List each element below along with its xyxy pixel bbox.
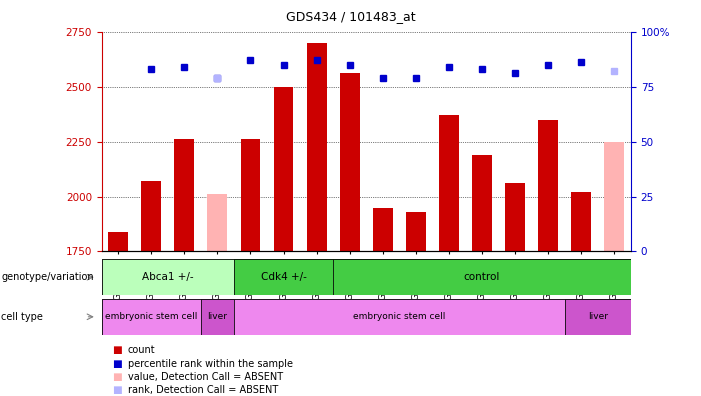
Bar	[439, 115, 459, 251]
Text: genotype/variation: genotype/variation	[1, 272, 94, 282]
Bar	[333, 259, 631, 295]
Text: value, Detection Call = ABSENT: value, Detection Call = ABSENT	[128, 371, 283, 382]
Text: GDS434 / 101483_at: GDS434 / 101483_at	[286, 10, 415, 23]
Text: liver: liver	[207, 312, 227, 321]
Bar	[234, 299, 565, 335]
Bar	[406, 212, 426, 251]
Bar	[505, 183, 525, 251]
Bar	[175, 139, 194, 251]
Text: liver: liver	[588, 312, 608, 321]
Bar	[102, 299, 201, 335]
Bar	[373, 208, 393, 251]
Bar	[108, 232, 128, 251]
Text: control: control	[464, 272, 501, 282]
Bar	[102, 259, 234, 295]
Text: embryonic stem cell: embryonic stem cell	[105, 312, 198, 321]
Text: percentile rank within the sample: percentile rank within the sample	[128, 358, 292, 369]
Bar	[565, 299, 631, 335]
Bar	[340, 73, 360, 251]
Bar	[207, 194, 227, 251]
Bar	[472, 155, 492, 251]
Text: ■: ■	[112, 358, 122, 369]
Text: ■: ■	[112, 371, 122, 382]
Text: ■: ■	[112, 345, 122, 356]
Bar	[538, 120, 558, 251]
Bar	[201, 299, 234, 335]
Bar	[307, 43, 327, 251]
Text: rank, Detection Call = ABSENT: rank, Detection Call = ABSENT	[128, 385, 278, 395]
Bar	[604, 141, 625, 251]
Text: count: count	[128, 345, 155, 356]
Bar	[571, 192, 591, 251]
Bar	[234, 259, 333, 295]
Text: embryonic stem cell: embryonic stem cell	[353, 312, 446, 321]
Text: Cdk4 +/-: Cdk4 +/-	[261, 272, 306, 282]
Text: cell type: cell type	[1, 312, 43, 322]
Text: Abca1 +/-: Abca1 +/-	[142, 272, 193, 282]
Bar	[273, 87, 294, 251]
Bar	[142, 181, 161, 251]
Bar	[240, 139, 261, 251]
Text: ■: ■	[112, 385, 122, 395]
